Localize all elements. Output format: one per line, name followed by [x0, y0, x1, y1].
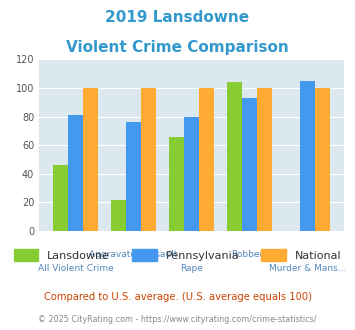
Bar [184, 116, 199, 231]
Text: © 2025 CityRating.com - https://www.cityrating.com/crime-statistics/: © 2025 CityRating.com - https://www.city… [38, 315, 317, 324]
Text: Murder & Mans...: Murder & Mans... [269, 264, 346, 273]
Bar [126, 122, 141, 231]
Bar [199, 88, 214, 231]
Text: Rape: Rape [180, 264, 203, 273]
Bar [68, 115, 83, 231]
Text: Robbery: Robbery [231, 250, 269, 259]
Bar [111, 200, 126, 231]
Bar [242, 98, 257, 231]
Text: All Violent Crime: All Violent Crime [38, 264, 114, 273]
Bar [227, 82, 242, 231]
Bar [83, 88, 98, 231]
Text: Compared to U.S. average. (U.S. average equals 100): Compared to U.S. average. (U.S. average … [44, 292, 311, 302]
Text: Violent Crime Comparison: Violent Crime Comparison [66, 40, 289, 54]
Text: Aggravated Assault: Aggravated Assault [89, 250, 178, 259]
Bar [53, 165, 68, 231]
Bar [169, 137, 184, 231]
Text: 2019 Lansdowne: 2019 Lansdowne [105, 10, 250, 25]
Bar [315, 88, 331, 231]
Bar [300, 81, 315, 231]
Bar [257, 88, 272, 231]
Legend: Lansdowne, Pennsylvania, National: Lansdowne, Pennsylvania, National [9, 245, 346, 266]
Bar [141, 88, 156, 231]
